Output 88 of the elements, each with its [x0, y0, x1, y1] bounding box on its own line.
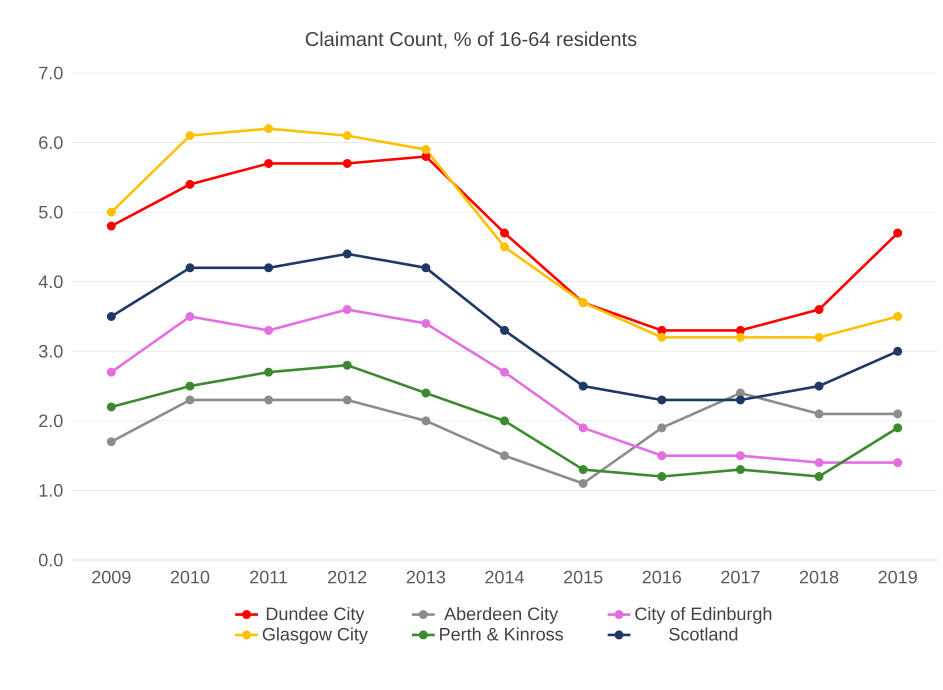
point — [185, 395, 194, 404]
point — [736, 465, 745, 474]
point — [814, 409, 824, 418]
point — [342, 249, 352, 258]
x-tick-label: 2014 — [485, 570, 524, 584]
y-tick-label: 1.0 — [40, 484, 63, 497]
point — [500, 242, 509, 252]
point — [657, 472, 666, 482]
point — [342, 360, 352, 370]
point — [814, 472, 824, 482]
point — [106, 222, 116, 231]
legend-label: Scotland — [669, 627, 738, 641]
point — [814, 458, 824, 468]
point — [736, 395, 745, 404]
x-tick-label: 2012 — [328, 570, 366, 584]
point — [342, 305, 352, 314]
y-tick-label: 0.0 — [38, 554, 63, 566]
x-tick-label: 2010 — [170, 570, 210, 584]
legend-label: City of Edinburgh — [635, 606, 772, 624]
legend-label: Glasgow City — [262, 627, 368, 644]
point — [578, 478, 588, 488]
point — [814, 305, 824, 314]
point — [578, 382, 588, 391]
x-tick-label: 2013 — [406, 570, 446, 584]
point — [106, 437, 116, 446]
x-tick-label: 2011 — [250, 570, 288, 584]
legend-label: Perth & Kinross — [440, 627, 564, 641]
point — [421, 263, 430, 272]
point — [657, 332, 666, 342]
point — [106, 402, 116, 412]
point — [185, 382, 194, 391]
point — [185, 180, 194, 189]
point — [264, 326, 274, 335]
point — [893, 409, 902, 418]
point — [421, 388, 430, 398]
point — [578, 465, 588, 474]
x-tick-label: 2018 — [800, 570, 838, 584]
point — [264, 124, 274, 134]
legend-label: Dundee City — [266, 606, 364, 624]
point — [893, 346, 902, 356]
point — [421, 416, 430, 426]
point — [106, 312, 116, 322]
y-tick-label: 6.0 — [39, 136, 63, 149]
y-tick-label: 3.0 — [38, 344, 63, 358]
point — [264, 368, 274, 377]
point — [814, 382, 824, 391]
point — [736, 326, 745, 335]
point — [893, 423, 902, 432]
y-tick-label: 5.0 — [38, 206, 63, 219]
point — [657, 326, 666, 335]
point — [185, 312, 194, 322]
point — [106, 368, 116, 377]
point — [500, 368, 509, 377]
point — [342, 158, 352, 168]
point — [814, 332, 824, 342]
point — [657, 395, 666, 404]
point — [736, 332, 745, 342]
point — [421, 145, 430, 154]
point — [500, 228, 509, 238]
point — [893, 312, 902, 322]
legend-label: Aberdeen City — [444, 606, 558, 624]
x-tick-label: 2017 — [721, 570, 760, 584]
point — [893, 228, 902, 238]
point — [264, 395, 274, 404]
x-tick-label: 2009 — [92, 570, 130, 584]
x-tick-label: 2019 — [878, 570, 917, 584]
point — [106, 208, 116, 217]
y-tick-label: 7.0 — [39, 66, 63, 80]
point — [657, 423, 666, 432]
point — [578, 423, 588, 432]
point — [500, 416, 509, 426]
y-tick-label: 2.0 — [39, 414, 63, 428]
point — [657, 451, 666, 460]
point — [185, 263, 194, 272]
chart-title: Claimant Count, % of 16-64 residents — [306, 31, 636, 49]
y-tick-label: 4.0 — [38, 275, 63, 288]
point — [736, 451, 745, 460]
point — [500, 326, 509, 335]
point — [185, 131, 194, 140]
point — [342, 395, 352, 404]
point — [264, 263, 274, 272]
point — [264, 158, 274, 168]
x-tick-label: 2016 — [642, 570, 681, 584]
point — [893, 458, 902, 468]
x-tick-label: 2015 — [564, 570, 602, 584]
point — [421, 318, 430, 328]
point — [342, 131, 352, 140]
point — [500, 451, 509, 460]
